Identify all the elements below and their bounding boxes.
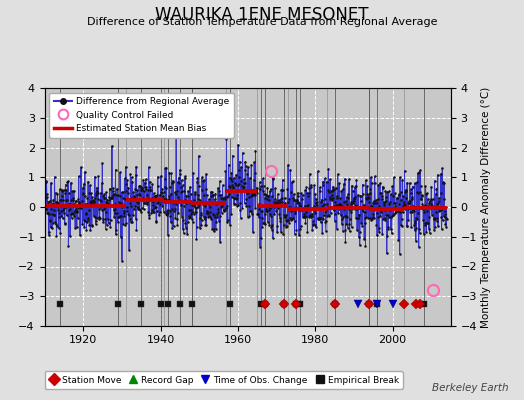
- Text: WAURIKA 1ENE MESONET: WAURIKA 1ENE MESONET: [155, 6, 369, 24]
- Y-axis label: Monthly Temperature Anomaly Difference (°C): Monthly Temperature Anomaly Difference (…: [481, 86, 491, 328]
- Legend: Station Move, Record Gap, Time of Obs. Change, Empirical Break: Station Move, Record Gap, Time of Obs. C…: [45, 371, 403, 389]
- Text: Berkeley Earth: Berkeley Earth: [432, 383, 508, 393]
- Text: Difference of Station Temperature Data from Regional Average: Difference of Station Temperature Data f…: [87, 17, 437, 27]
